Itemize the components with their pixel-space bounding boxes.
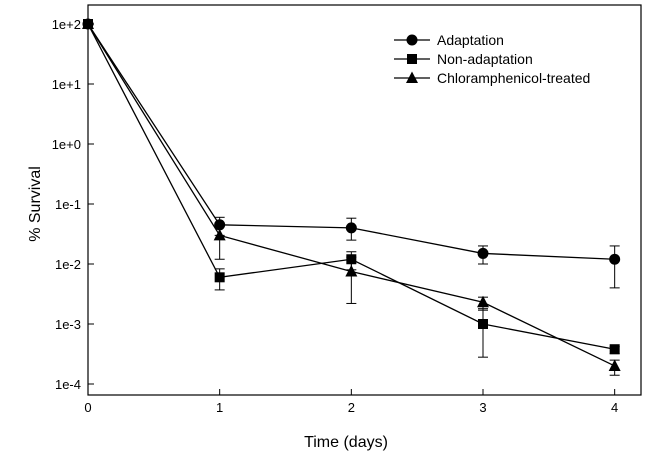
legend-item: Adaptation bbox=[394, 32, 504, 48]
x-axis-label: Time (days) bbox=[304, 434, 388, 451]
legend-item: Chloramphenicol-treated bbox=[394, 70, 590, 86]
legend-marker bbox=[406, 34, 418, 46]
series-circle bbox=[82, 18, 621, 289]
y-tick-label: 1e-3 bbox=[55, 317, 81, 332]
y-tick-label: 1e-2 bbox=[55, 257, 81, 272]
data-point bbox=[213, 228, 226, 241]
legend-label: Adaptation bbox=[437, 32, 504, 48]
y-tick-label: 1e-4 bbox=[55, 377, 81, 392]
legend-marker bbox=[407, 54, 417, 64]
legend: Adaptation Non-adaptation Chloramphenicol-… bbox=[394, 32, 590, 86]
legend-item: Non-adaptation bbox=[394, 51, 533, 67]
series-triangle bbox=[82, 17, 621, 376]
x-tick-label: 2 bbox=[348, 400, 355, 415]
y-tick-label: 1e+1 bbox=[52, 77, 81, 92]
y-tick-label: 1e+0 bbox=[52, 137, 81, 152]
data-point bbox=[82, 17, 94, 29]
data-point bbox=[345, 222, 357, 234]
data-point bbox=[608, 359, 621, 371]
x-axis: 0 1 2 3 4 bbox=[84, 389, 618, 415]
y-tick-label: 1e+2 bbox=[52, 17, 81, 32]
data-point bbox=[214, 272, 225, 283]
data-point bbox=[478, 319, 488, 329]
x-tick-label: 1 bbox=[216, 400, 223, 415]
y-axis-label: % Survival bbox=[27, 166, 44, 242]
legend-label: Chloramphenicol-treated bbox=[437, 70, 590, 86]
y-tick-label: 1e-1 bbox=[55, 197, 81, 212]
y-axis: 1e-4 1e-3 1e-2 1e-1 1e+0 1e+1 1e+2 bbox=[52, 17, 94, 392]
legend-marker bbox=[406, 71, 418, 83]
data-point bbox=[609, 253, 621, 265]
series-layer bbox=[82, 17, 621, 376]
data-point bbox=[477, 247, 489, 259]
data-point bbox=[609, 344, 620, 355]
data-point bbox=[345, 264, 358, 277]
plot-border bbox=[87, 4, 642, 396]
x-tick-label: 0 bbox=[84, 400, 91, 415]
plot-area bbox=[87, 4, 642, 396]
x-tick-label: 4 bbox=[611, 400, 618, 415]
legend-label: Non-adaptation bbox=[437, 51, 533, 67]
x-tick-label: 3 bbox=[479, 400, 486, 415]
data-point bbox=[477, 295, 489, 308]
